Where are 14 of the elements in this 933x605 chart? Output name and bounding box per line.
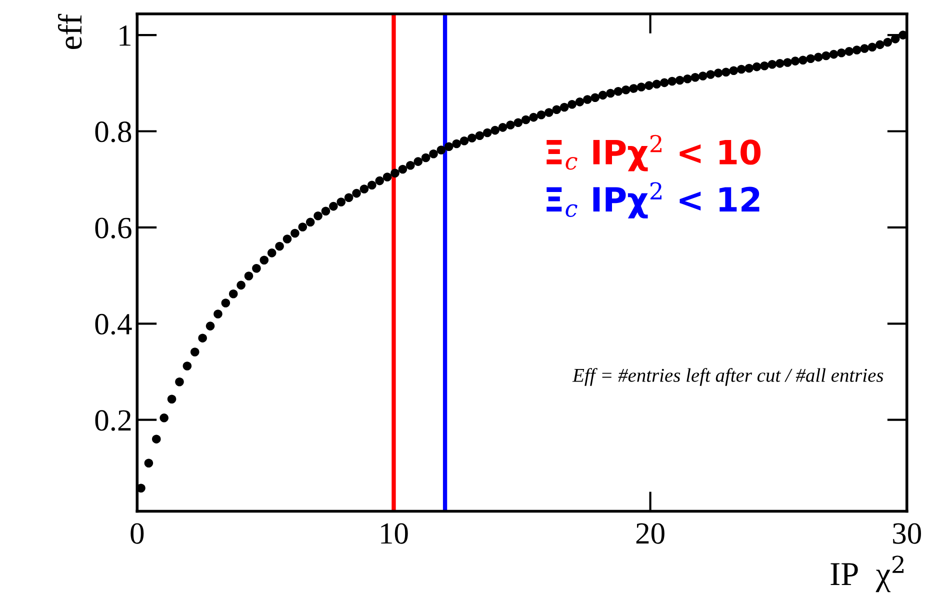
annotation: Eff = #entries left after cut / #all entries <box>572 368 884 386</box>
y-tick-label: 0.4 <box>95 314 132 335</box>
y-tick-label: 1 <box>120 26 130 46</box>
x-tick-label: 0 <box>130 523 144 544</box>
y-axis-title: eff <box>58 14 82 50</box>
y-tick-label: 0.6 <box>95 218 132 238</box>
x-tick-label: 10 <box>381 523 408 544</box>
ref-line-label: Ξ$_{c}$ IPχ$^{2}$ < 10 <box>546 134 761 172</box>
x-tick-label: 30 <box>893 523 921 544</box>
x-axis-title: IP χ$^{2}$ <box>830 556 904 592</box>
y-tick-label: 0.8 <box>95 122 132 142</box>
y-tick-label: 0.2 <box>95 410 131 431</box>
ref-line-label: Ξ$_{c}$ IPχ$^{2}$ < 12 <box>546 182 760 218</box>
x-tick-label: 20 <box>636 523 664 544</box>
